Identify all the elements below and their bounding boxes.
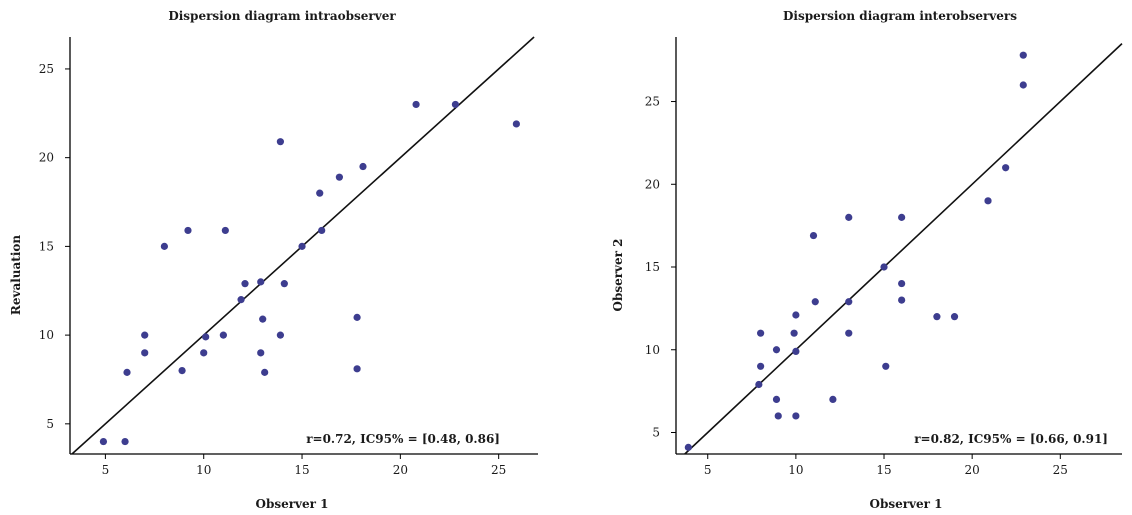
data-point (141, 349, 149, 357)
data-point (684, 443, 692, 451)
data-point (219, 331, 227, 339)
data-point (160, 242, 168, 250)
data-point (792, 311, 800, 319)
data-point (359, 162, 367, 171)
data-point (809, 231, 818, 240)
data-point (276, 331, 285, 339)
x-tick-label: 10 (788, 463, 803, 477)
x-tick-label: 5 (704, 463, 712, 477)
data-point (200, 349, 208, 357)
data-point (811, 298, 819, 306)
data-point (257, 349, 265, 357)
x-tick-label: 25 (1053, 463, 1068, 477)
x-tick-label: 20 (965, 463, 980, 477)
data-point (318, 226, 326, 235)
x-tick-label: 15 (876, 463, 891, 477)
identity-line (684, 43, 1123, 455)
data-point (792, 347, 800, 356)
data-point (141, 331, 149, 339)
x-axis-label: Observer 1 (869, 497, 942, 511)
data-point (755, 380, 763, 389)
data-point (882, 362, 890, 370)
correlation-annotation: r=0.72, IC95% = [0.48, 0.86] (306, 432, 500, 446)
y-axis-label: Revaluation (9, 235, 23, 316)
y-tick-label: 15 (645, 260, 660, 274)
data-point (512, 120, 520, 128)
x-tick-label: 5 (102, 463, 110, 477)
data-point (335, 173, 343, 181)
data-point (237, 296, 245, 304)
data-point (257, 278, 265, 286)
data-point (757, 362, 765, 370)
data-point (845, 298, 853, 306)
data-point (184, 226, 192, 235)
y-tick-label: 20 (39, 151, 54, 165)
data-point (1019, 51, 1027, 59)
data-point (259, 315, 267, 323)
data-point (178, 367, 186, 375)
y-tick-label: 10 (39, 328, 54, 342)
data-point (451, 100, 460, 109)
data-point (1002, 164, 1010, 172)
y-axis-label: Observer 2 (611, 238, 625, 311)
intraobserver-chart: Dispersion diagram intraobserver 5 10 15 20… (9, 9, 538, 511)
data-point (280, 280, 288, 288)
chart-title: Dispersion diagram interobservers (783, 9, 1017, 23)
y-tick-label: 20 (645, 177, 660, 191)
data-point (99, 437, 108, 446)
correlation-annotation: r=0.82, IC95% = [0.66, 0.91] (914, 432, 1108, 446)
x-tick-label: 15 (294, 463, 309, 477)
data-point (772, 395, 781, 403)
data-point (790, 329, 798, 337)
data-point (202, 333, 210, 341)
x-tick-label: 25 (491, 463, 506, 477)
data-point (898, 279, 906, 288)
data-point (298, 242, 306, 250)
data-point (829, 395, 837, 403)
data-point (757, 329, 765, 337)
data-point (353, 365, 361, 373)
x-tick-label: 10 (196, 463, 211, 477)
data-point (221, 226, 229, 235)
data-point (121, 437, 129, 446)
data-point (353, 313, 361, 321)
y-tick-label: 15 (39, 239, 54, 253)
data-point (845, 213, 853, 221)
x-axis-label: Observer 1 (255, 497, 328, 511)
y-tick-label: 10 (645, 343, 660, 357)
chart-title: Dispersion diagram intraobserver (168, 9, 396, 23)
data-point (898, 296, 906, 304)
interobservers-chart: Dispersion diagram interobservers 5 10 15 2… (611, 9, 1123, 511)
data-point (123, 368, 131, 376)
data-point (792, 412, 800, 420)
y-tick-label: 25 (645, 95, 660, 109)
data-point (880, 263, 888, 271)
data-point (950, 313, 959, 321)
data-point (984, 197, 992, 205)
data-point (772, 346, 781, 354)
data-point (845, 329, 853, 337)
data-point (933, 313, 941, 321)
data-point (1019, 81, 1027, 89)
data-point (261, 368, 269, 376)
data-point (241, 280, 249, 288)
y-tick-label: 25 (39, 62, 54, 76)
y-tick-label: 5 (652, 425, 660, 439)
data-point (774, 412, 782, 420)
data-point (412, 100, 420, 109)
data-point (898, 213, 906, 221)
data-point (316, 189, 324, 197)
x-tick-label: 20 (393, 463, 408, 477)
data-point (276, 138, 285, 146)
y-tick-label: 5 (46, 417, 54, 431)
